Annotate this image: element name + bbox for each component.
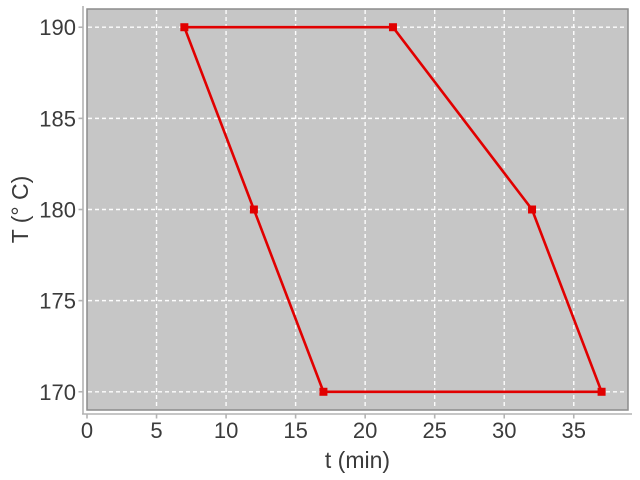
data-point-marker <box>180 23 189 32</box>
x-tick-label: 5 <box>150 418 162 443</box>
y-tick-label: 170 <box>39 380 76 405</box>
data-point-marker <box>597 387 606 396</box>
y-tick-label: 190 <box>39 15 76 40</box>
y-axis-title: T (° C) <box>7 175 33 244</box>
data-point-marker <box>388 23 397 32</box>
x-tick-label: 25 <box>422 418 446 443</box>
data-point-marker <box>249 205 258 214</box>
x-tick-label: 15 <box>283 418 307 443</box>
x-tick-label: 10 <box>214 418 238 443</box>
data-point-marker <box>528 205 537 214</box>
y-tick-label: 185 <box>39 106 76 131</box>
x-tick-label: 0 <box>81 418 93 443</box>
data-point-marker <box>319 387 328 396</box>
x-tick-label: 35 <box>562 418 586 443</box>
x-tick-label: 20 <box>353 418 377 443</box>
y-tick-label: 175 <box>39 289 76 314</box>
y-tick-label: 180 <box>39 198 76 223</box>
x-tick-label: 30 <box>492 418 516 443</box>
x-axis-title: t (min) <box>324 447 391 473</box>
